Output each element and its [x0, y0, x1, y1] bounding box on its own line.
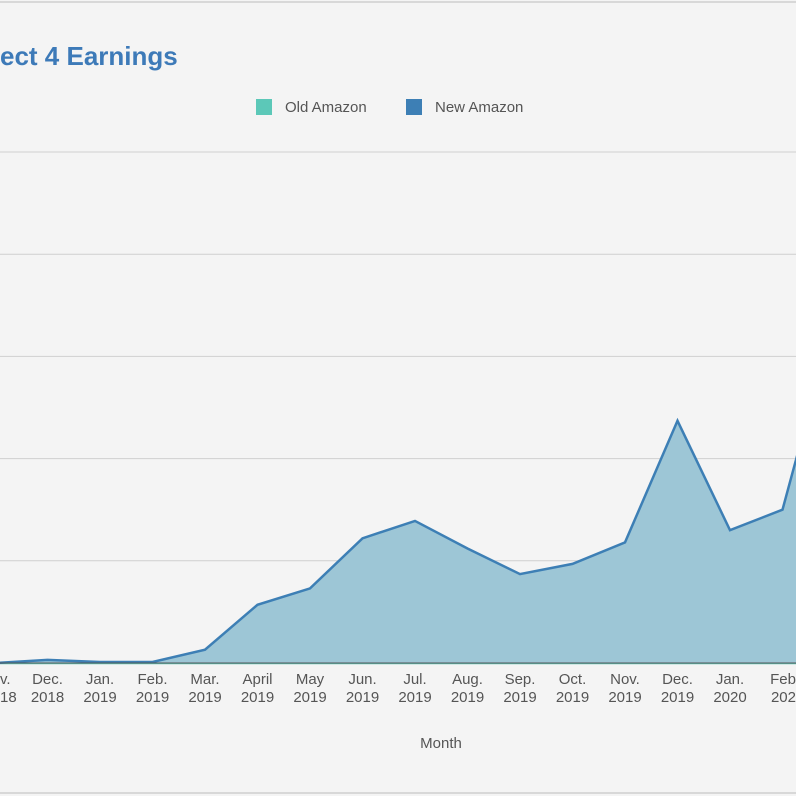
x-tick-label: Jan. 2020: [713, 671, 746, 706]
legend-swatch: [256, 99, 272, 115]
x-tick-label: May 2019: [293, 671, 326, 706]
x-tick-label: Aug. 2019: [451, 671, 484, 706]
x-tick-label: Mar. 2019: [188, 671, 221, 706]
x-axis-label: Month: [420, 735, 462, 752]
x-tick-label: v. 18: [0, 671, 17, 706]
x-tick-label: April 2019: [241, 671, 274, 706]
legend-label: New Amazon: [435, 99, 523, 116]
x-tick-label: Jun. 2019: [346, 671, 379, 706]
area: [0, 420, 796, 663]
chart-title: ect 4 Earnings: [0, 41, 178, 71]
legend-swatch: [406, 99, 422, 115]
x-tick-label: Dec. 2018: [31, 671, 64, 706]
line: [0, 417, 796, 664]
legend-label: Old Amazon: [285, 99, 367, 116]
x-tick-label: Sep. 2019: [503, 671, 536, 706]
x-tick-label: Feb 202: [770, 671, 796, 706]
x-tick-label: Jan. 2019: [83, 671, 116, 706]
x-tick-label: Nov. 2019: [608, 671, 641, 706]
x-tick-label: Dec. 2019: [661, 671, 694, 706]
x-tick-label: Feb. 2019: [136, 671, 169, 706]
x-tick-label: Oct. 2019: [556, 671, 589, 706]
x-tick-label: Jul. 2019: [398, 671, 431, 706]
